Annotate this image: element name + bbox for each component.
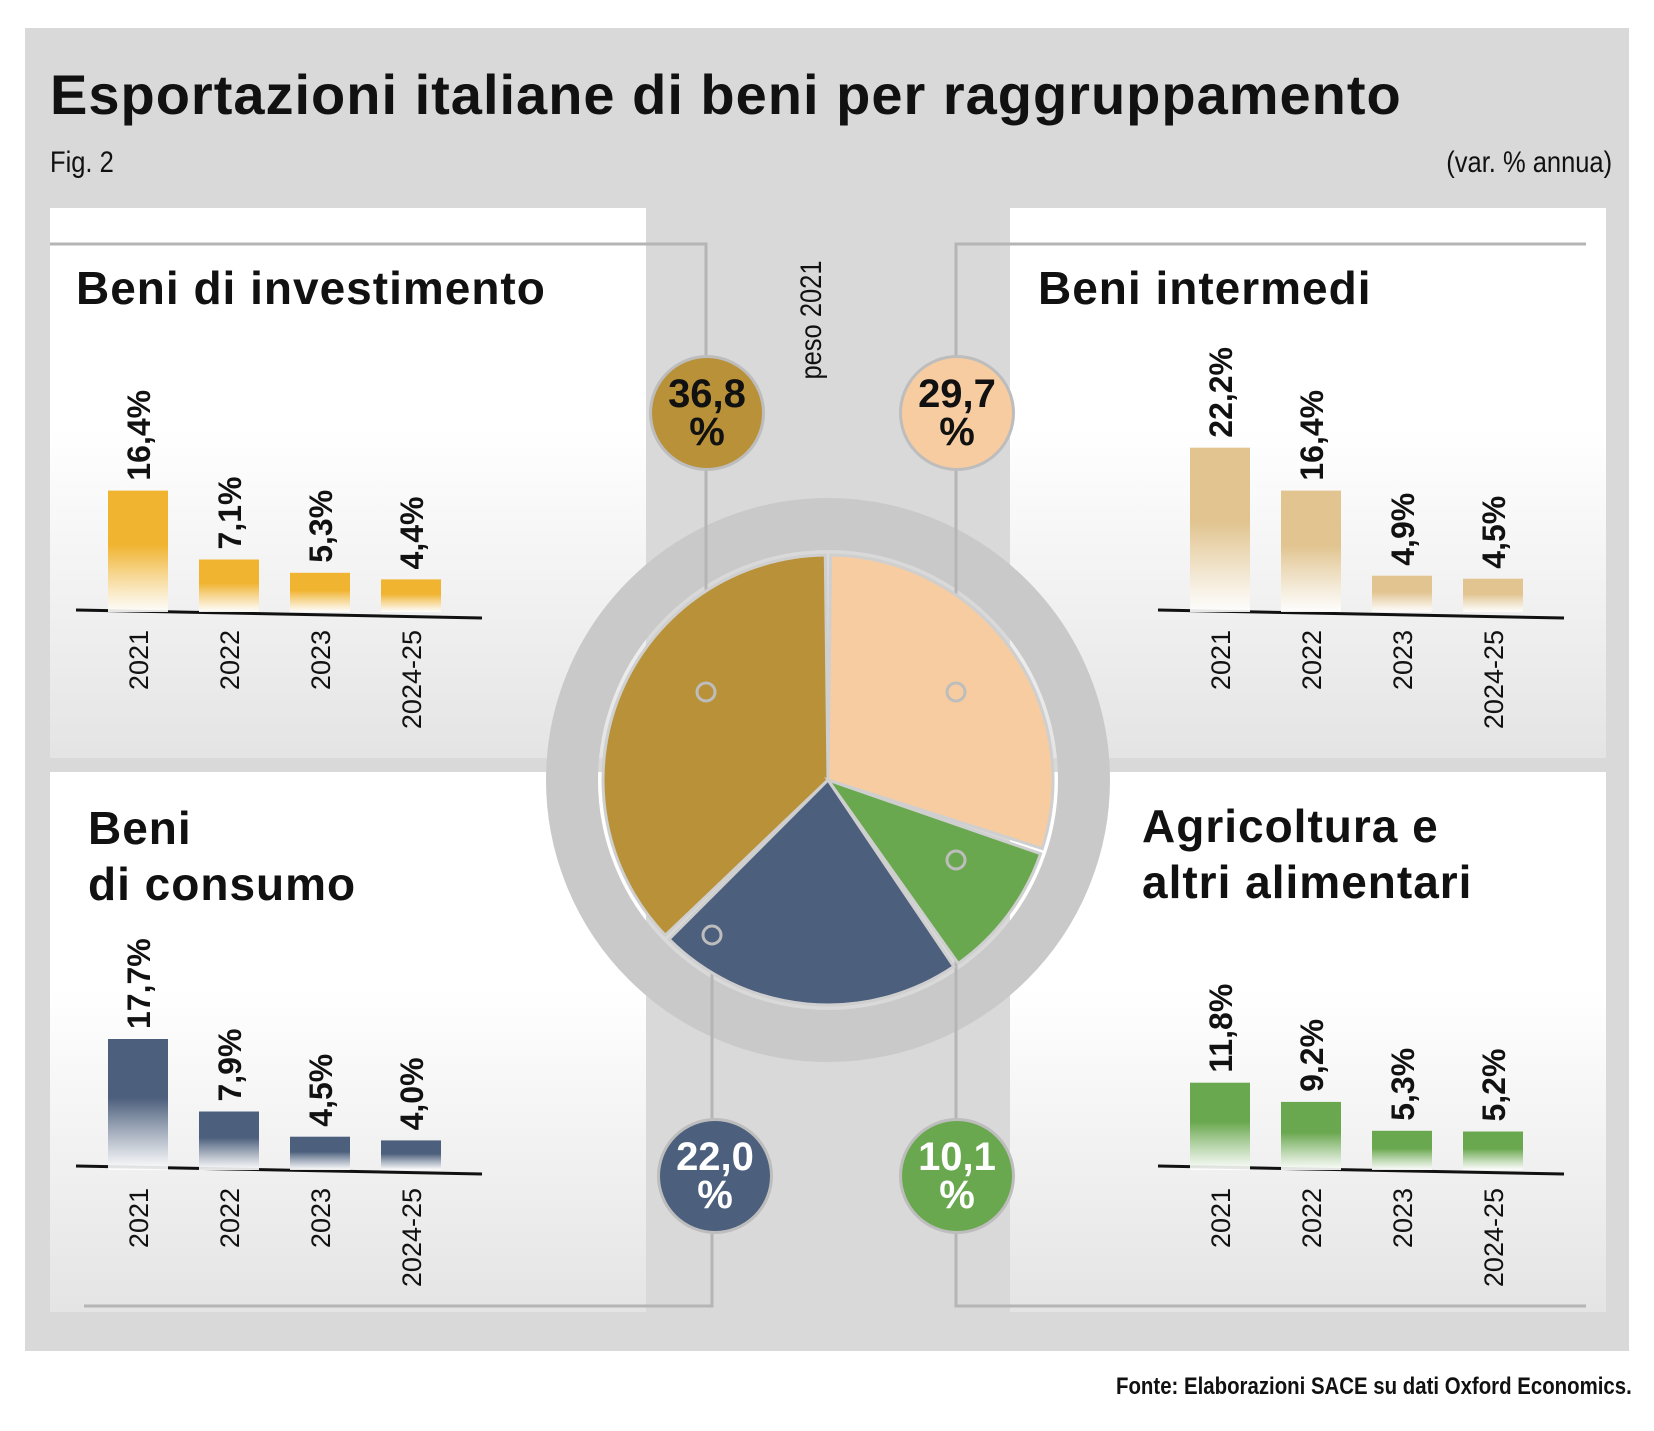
data-label: 5,3% bbox=[1385, 1048, 1421, 1121]
bar bbox=[290, 572, 350, 612]
bar bbox=[1463, 1131, 1523, 1170]
pie-slice bbox=[824, 777, 1043, 966]
bar bbox=[1190, 447, 1250, 612]
panel-title-intermedi: Beni intermedi bbox=[1038, 260, 1372, 316]
connector-line bbox=[50, 242, 708, 692]
share-bubble-consumo: 22,0 % bbox=[657, 1118, 773, 1234]
tick-label: 2021 bbox=[124, 1188, 154, 1248]
data-label: 17,7% bbox=[121, 938, 157, 1029]
data-label: 7,1% bbox=[212, 477, 248, 550]
data-label: 4,9% bbox=[1385, 493, 1421, 566]
share-bubble-investimento: 36,8 % bbox=[649, 355, 765, 471]
share-value: 36,8 bbox=[668, 372, 746, 416]
panel-title-line: Beni intermedi bbox=[1038, 262, 1372, 314]
data-label: 4,4% bbox=[394, 497, 430, 570]
tick-label: 2021 bbox=[124, 630, 154, 690]
panel-title-line: Beni bbox=[88, 802, 192, 854]
panel-title-investimento: Beni di investimento bbox=[76, 260, 546, 316]
panel-title-line: Beni di investimento bbox=[76, 262, 546, 314]
bar bbox=[381, 579, 441, 612]
bar bbox=[1281, 1101, 1341, 1170]
bar bbox=[199, 1111, 259, 1170]
tick-label: 2024-25 bbox=[1479, 630, 1509, 729]
panel-investimento bbox=[50, 208, 646, 758]
bar bbox=[108, 1039, 168, 1170]
bar bbox=[1463, 578, 1523, 612]
source-note: Fonte: Elaborazioni SACE su dati Oxford … bbox=[1116, 1373, 1632, 1400]
share-symbol: % bbox=[689, 410, 725, 454]
tick-label: 2021 bbox=[1206, 1188, 1236, 1248]
share-bubble-agricoltura: 10,1 % bbox=[899, 1118, 1015, 1234]
panel-title-line: altri alimentari bbox=[1142, 856, 1473, 908]
share-symbol: % bbox=[697, 1173, 733, 1217]
connector-dot bbox=[945, 681, 967, 703]
pie-slice bbox=[601, 553, 830, 938]
tick-label: 2024-25 bbox=[1479, 1188, 1509, 1287]
tick-label: 2022 bbox=[1297, 630, 1327, 690]
panel-title-consumo: Beni di consumo bbox=[88, 800, 356, 912]
tick-label: 2023 bbox=[306, 630, 336, 690]
tick-label: 2022 bbox=[215, 1188, 245, 1248]
connector-dot bbox=[701, 924, 723, 946]
data-label: 5,2% bbox=[1476, 1049, 1512, 1122]
bar bbox=[108, 490, 168, 612]
tick-label: 2024-25 bbox=[397, 1188, 427, 1287]
share-value: 22,0 bbox=[676, 1135, 754, 1179]
panel-title-line: di consumo bbox=[88, 858, 357, 910]
share-bubble-intermedi: 29,7 % bbox=[899, 355, 1015, 471]
tick-label: 2023 bbox=[1388, 1188, 1418, 1248]
bar bbox=[1372, 1130, 1432, 1170]
tick-label: 2022 bbox=[1297, 1188, 1327, 1248]
share-value: 10,1 bbox=[918, 1135, 996, 1179]
center-label: peso 2021 bbox=[795, 260, 828, 380]
data-label: 11,8% bbox=[1203, 984, 1239, 1073]
panel-title-agricoltura: Agricoltura e altri alimentari bbox=[1142, 798, 1472, 910]
panel-agricoltura bbox=[1010, 772, 1606, 1312]
tick-label: 2024-25 bbox=[397, 630, 427, 729]
data-label: 4,0% bbox=[394, 1057, 430, 1130]
data-label: 16,4% bbox=[121, 390, 157, 481]
share-symbol: % bbox=[939, 1173, 975, 1217]
bar bbox=[1372, 575, 1432, 612]
chart-title: Esportazioni italiane di beni per raggru… bbox=[50, 63, 1402, 126]
tick-label: 2021 bbox=[1206, 630, 1236, 690]
data-label: 4,5% bbox=[303, 1054, 339, 1127]
data-label: 4,5% bbox=[1476, 496, 1512, 569]
connector-line bbox=[954, 860, 1586, 1308]
share-value: 29,7 bbox=[918, 372, 996, 416]
data-label: 22,2% bbox=[1203, 347, 1239, 438]
connector-line bbox=[84, 935, 714, 1308]
data-label: 5,3% bbox=[303, 490, 339, 563]
data-label: 7,9% bbox=[212, 1029, 248, 1102]
connector-dot bbox=[695, 681, 717, 703]
tick-label: 2023 bbox=[306, 1188, 336, 1248]
pie-slice bbox=[666, 777, 956, 1007]
data-label: 9,2% bbox=[1294, 1019, 1330, 1092]
data-label: 16,4% bbox=[1294, 390, 1330, 481]
panel-intermedi bbox=[1010, 208, 1606, 758]
connector-dot bbox=[945, 849, 967, 871]
connector-line bbox=[954, 242, 1586, 692]
panel-title-line: Agricoltura e bbox=[1142, 800, 1439, 852]
bar bbox=[199, 559, 259, 612]
bar bbox=[1190, 1082, 1250, 1170]
tick-label: 2023 bbox=[1388, 630, 1418, 690]
bar bbox=[381, 1140, 441, 1170]
pie-ring bbox=[546, 498, 1110, 1062]
figure-label: Fig. 2 bbox=[50, 146, 114, 179]
tick-label: 2022 bbox=[215, 630, 245, 690]
bar bbox=[1281, 490, 1341, 612]
pie-slice bbox=[826, 553, 1055, 851]
share-symbol: % bbox=[939, 410, 975, 454]
bar bbox=[290, 1136, 350, 1170]
unit-label: (var. % annua) bbox=[1446, 146, 1612, 179]
